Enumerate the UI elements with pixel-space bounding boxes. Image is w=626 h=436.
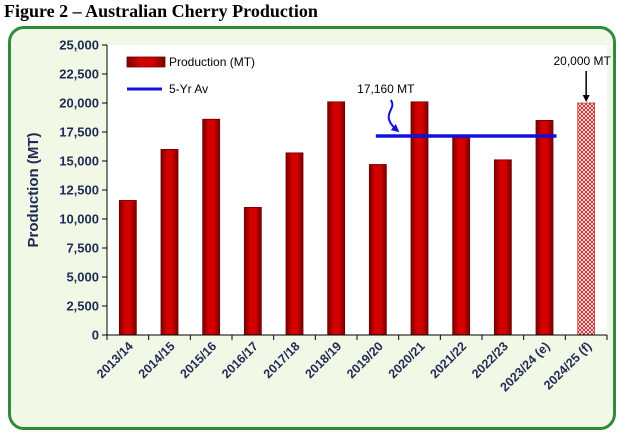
y-tick-label: 2,500 <box>66 299 99 314</box>
y-tick-label: 7,500 <box>66 241 99 256</box>
bar <box>368 164 387 336</box>
y-tick-label: 17,500 <box>59 125 99 140</box>
y-tick-label: 25,000 <box>59 38 99 53</box>
figure-title: Figure 2 – Australian Cherry Production <box>4 1 318 21</box>
x-tick-label: 2016/17 <box>219 339 261 381</box>
y-tick-label: 22,500 <box>59 67 99 82</box>
legend-label-production: Production (MT) <box>169 55 255 69</box>
bar <box>535 120 554 336</box>
y-tick-label: 15,000 <box>59 154 99 169</box>
chart: 0 2,500 5,000 7,500 10,000 12,500 15,000 17,500… <box>25 38 612 395</box>
plot-area <box>107 45 607 335</box>
annotation-5yr-av: 17,160 MT <box>357 82 415 96</box>
x-tick-label: 2018/19 <box>302 339 344 381</box>
legend-bar-swatch <box>126 56 166 68</box>
legend: Production (MT) 5-Yr Av <box>126 55 255 96</box>
x-tick-label: 2020/21 <box>386 339 428 381</box>
chart-frame: 0 2,500 5,000 7,500 10,000 12,500 15,000 17,500… <box>8 26 616 430</box>
bar <box>327 101 346 336</box>
x-tick-label: 2014/15 <box>136 339 178 381</box>
y-tick-label: 12,500 <box>59 183 99 198</box>
annotation-forecast: 20,000 MT <box>553 54 611 68</box>
y-tick-label: 20,000 <box>59 96 99 111</box>
annotation-5yr-av-arrow <box>387 99 400 133</box>
x-tick-label: 2022/23 <box>469 339 511 381</box>
x-tick-label: 2013/14 <box>94 339 136 381</box>
bar <box>493 159 512 336</box>
y-axis-label: Production (MT) <box>25 133 42 248</box>
y-tick-label: 10,000 <box>59 212 99 227</box>
bar <box>452 135 471 336</box>
x-tick-label: 2017/18 <box>261 339 303 381</box>
x-axis: 2013/14 2014/15 2015/16 2016/17 2017/18 2018/… <box>94 334 608 394</box>
x-tick-label: 2021/22 <box>427 339 469 381</box>
bar <box>243 206 262 336</box>
x-tick-label: 2019/20 <box>344 339 386 381</box>
bar <box>118 200 137 336</box>
bar-forecast <box>577 102 596 336</box>
y-tick-label: 0 <box>92 328 99 343</box>
y-tick-label: 5,000 <box>66 270 99 285</box>
y-axis: 0 2,500 5,000 7,500 10,000 12,500 15,000 17,500… <box>59 38 108 343</box>
legend-label-5yr-av: 5-Yr Av <box>169 82 208 96</box>
bar <box>160 149 179 336</box>
x-tick-label: 2015/16 <box>177 339 219 381</box>
bar <box>202 118 221 336</box>
bar <box>285 152 304 336</box>
